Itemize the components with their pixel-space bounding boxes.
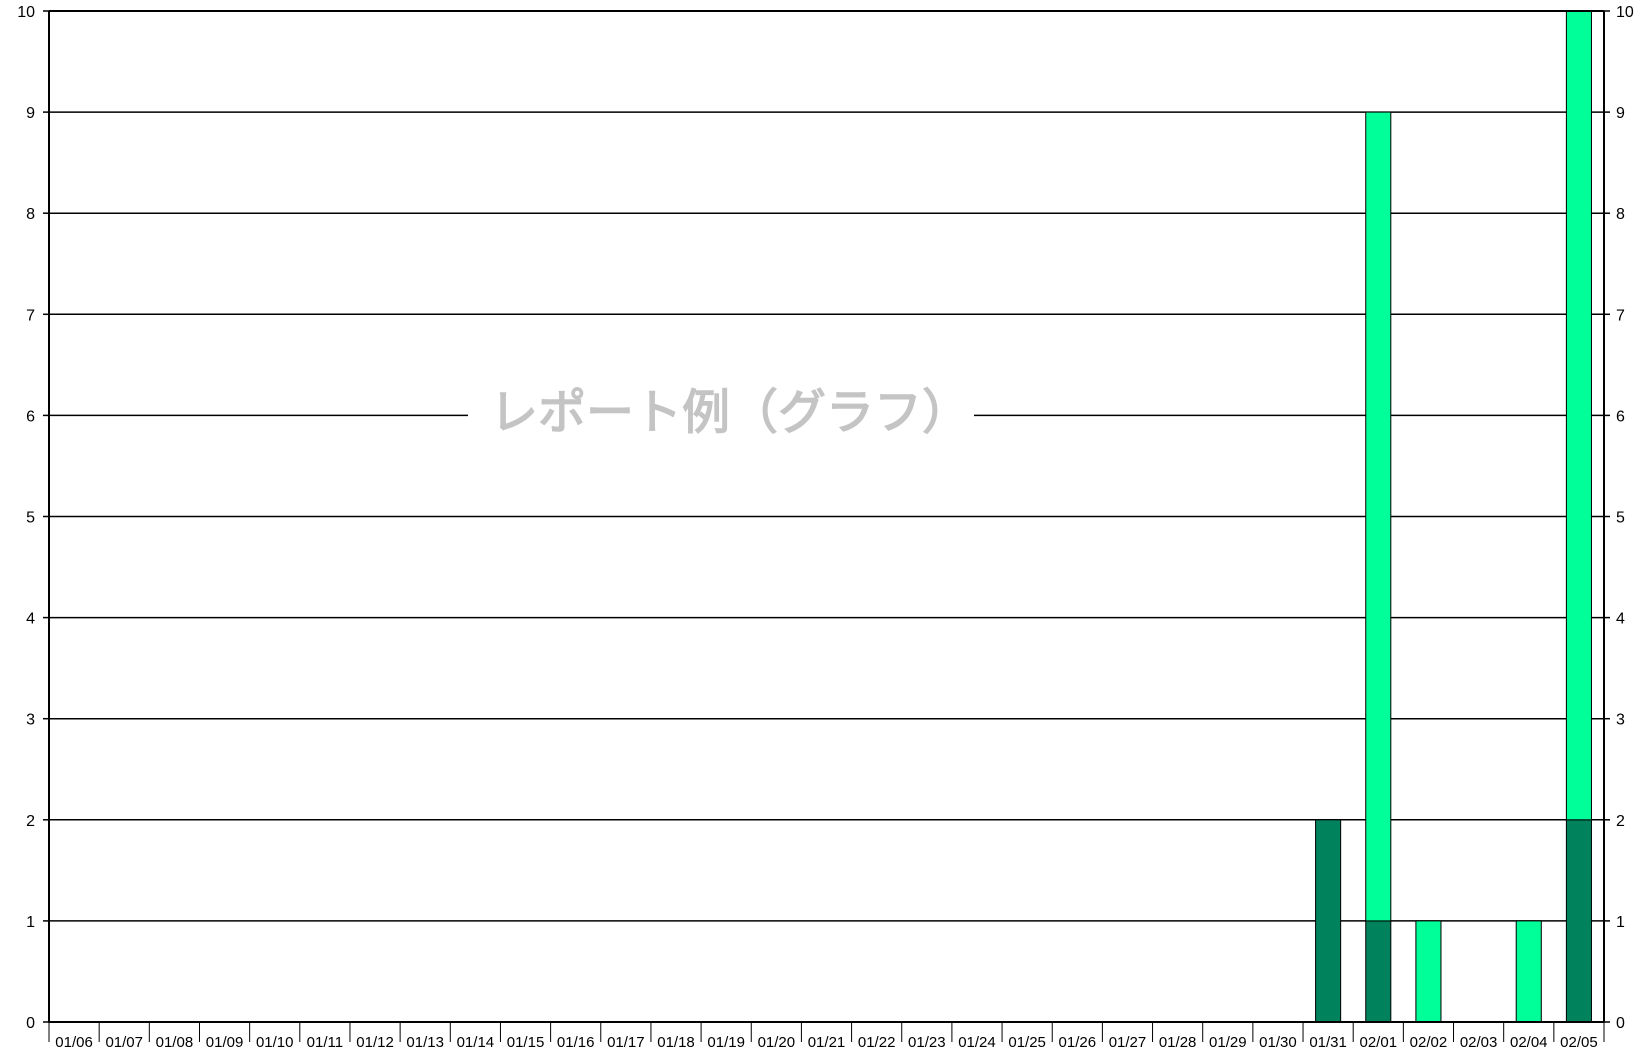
x-tick-label: 01/15 (507, 1034, 545, 1051)
y-tick-label: 10 (17, 4, 35, 21)
x-tick-label: 01/25 (1008, 1034, 1046, 1051)
x-tick-label: 01/23 (908, 1034, 946, 1051)
x-tick-label: 01/26 (1059, 1034, 1097, 1051)
y-tick-label-right: 6 (1616, 408, 1625, 425)
y-tick-label-right: 3 (1616, 712, 1625, 729)
x-tick-label: 01/21 (808, 1034, 846, 1051)
bar-segment (1515, 920, 1542, 1023)
y-tick-label: 8 (26, 206, 35, 223)
bar-segment (1565, 819, 1592, 1023)
x-tick-label: 01/08 (156, 1034, 194, 1051)
y-axis-left-ticks: 0 1 2 3 4 5 6 7 8 9 10 (17, 4, 49, 1032)
x-tick-label: 01/19 (707, 1034, 745, 1051)
y-tick-label-right: 2 (1616, 813, 1625, 830)
bar-segment (1315, 819, 1342, 1023)
x-tick-label: 02/03 (1460, 1034, 1498, 1051)
x-tick-label: 01/20 (758, 1034, 796, 1051)
y-tick-label-right: 7 (1616, 307, 1625, 324)
x-tick-label: 01/13 (406, 1034, 444, 1051)
x-tick-label: 01/24 (958, 1034, 996, 1051)
watermark: レポート例（グラフ） (468, 384, 974, 446)
y-tick-label-right: 5 (1616, 510, 1625, 527)
y-tick-label: 2 (26, 813, 35, 830)
y-tick-label-right: 1 (1616, 914, 1625, 931)
y-tick-label: 3 (26, 712, 35, 729)
x-tick-label: 02/02 (1410, 1034, 1448, 1051)
x-tick-label: 02/04 (1510, 1034, 1548, 1051)
x-tick-label: 01/17 (607, 1034, 645, 1051)
bars (1315, 10, 1592, 1023)
x-axis-ticks: 01/06 01/07 01/08 01/09 01/10 01/11 01/12 01/13… (48, 1022, 1605, 1051)
y-tick-label-right: 0 (1616, 1015, 1625, 1032)
x-tick-label: 02/05 (1560, 1034, 1598, 1051)
x-tick-label: 01/07 (105, 1034, 143, 1051)
bar-segment (1565, 10, 1592, 821)
y-tick-label: 0 (26, 1015, 35, 1032)
x-tick-label: 01/10 (256, 1034, 294, 1051)
watermark-text: レポート例（グラフ） (490, 384, 970, 440)
y-tick-label: 1 (26, 914, 35, 931)
y-tick-label: 4 (26, 611, 35, 628)
y-tick-label-right: 8 (1616, 206, 1625, 223)
x-tick-label: 01/27 (1109, 1034, 1147, 1051)
x-tick-label: 01/28 (1159, 1034, 1197, 1051)
bar-segment (1365, 920, 1392, 1023)
y-tick-label-right: 4 (1616, 611, 1625, 628)
y-tick-label: 6 (26, 408, 35, 425)
y-axis-right-ticks: 0 1 2 3 4 5 6 7 8 9 10 (1604, 4, 1634, 1032)
x-tick-label: 01/18 (657, 1034, 695, 1051)
x-tick-label: 01/11 (307, 1034, 343, 1051)
bar-segment (1415, 920, 1442, 1023)
x-tick-label: 01/31 (1309, 1034, 1347, 1051)
x-tick-label: 01/22 (858, 1034, 896, 1051)
x-tick-label: 01/16 (557, 1034, 595, 1051)
x-tick-label: 01/06 (55, 1034, 93, 1051)
y-tick-label-right: 9 (1616, 105, 1625, 122)
x-tick-label: 01/29 (1209, 1034, 1247, 1051)
x-tick-label: 01/09 (206, 1034, 244, 1051)
y-tick-label-right: 10 (1616, 4, 1634, 21)
y-tick-label: 5 (26, 510, 35, 527)
x-tick-label: 01/12 (356, 1034, 394, 1051)
bar-segment (1365, 111, 1392, 922)
x-tick-label: 01/14 (457, 1034, 495, 1051)
x-tick-label: 01/30 (1259, 1034, 1297, 1051)
y-tick-label: 7 (26, 307, 35, 324)
x-tick-label: 02/01 (1360, 1034, 1398, 1051)
y-tick-label: 9 (26, 105, 35, 122)
